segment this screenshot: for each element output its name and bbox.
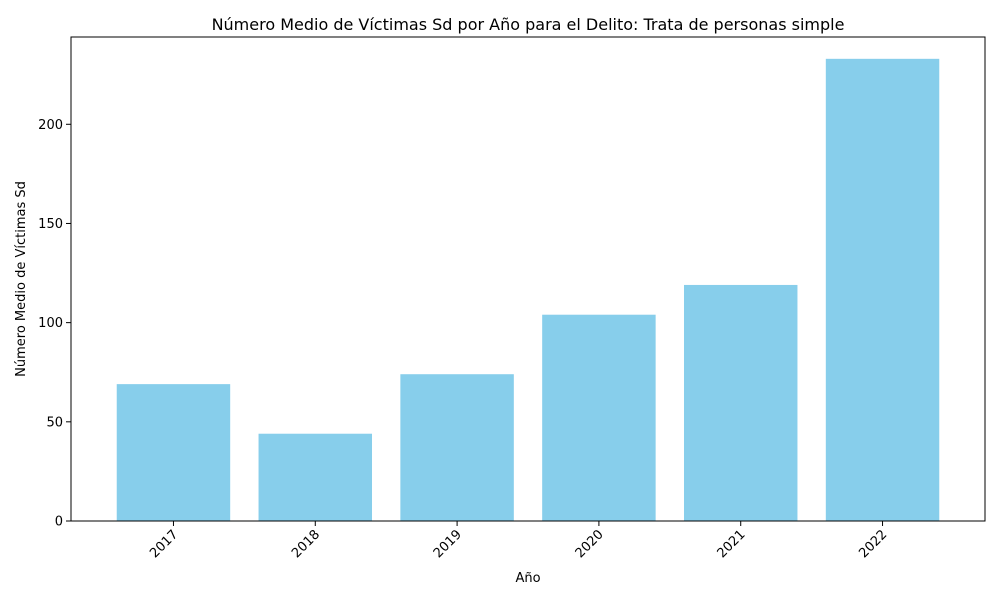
y-tick-label: 50 xyxy=(46,415,63,430)
x-axis: 2017 2018 2019 2020 2021 2022 xyxy=(147,521,890,561)
bar-2022 xyxy=(825,58,940,521)
x-tick-label-2018: 2018 xyxy=(289,527,323,561)
x-axis-label: Año xyxy=(515,571,540,586)
bar-2020 xyxy=(542,314,656,521)
y-tick-label: 200 xyxy=(38,118,63,133)
x-tick-label-2022: 2022 xyxy=(856,527,890,561)
x-tick-label-2021: 2021 xyxy=(715,527,749,561)
y-tick-label: 150 xyxy=(38,217,63,232)
y-axis: 0 50 100 150 200 xyxy=(38,118,71,530)
x-tick-label-2020: 2020 xyxy=(573,527,607,561)
plot-frame xyxy=(70,36,986,522)
x-tick-label-2019: 2019 xyxy=(431,527,465,561)
chart-title: Número Medio de Víctimas Sd por Año para… xyxy=(212,15,845,34)
x-tick-label-2017: 2017 xyxy=(147,527,181,561)
y-tick-label: 100 xyxy=(38,316,63,331)
bar-2018 xyxy=(258,433,373,521)
bar-2019 xyxy=(400,374,514,521)
y-axis-label: Número Medio de Víctimas Sd xyxy=(14,181,29,377)
bar-2017 xyxy=(116,384,231,521)
y-tick-label: 0 xyxy=(55,515,63,530)
bars-layer xyxy=(116,58,940,521)
bar-2021 xyxy=(683,284,798,521)
